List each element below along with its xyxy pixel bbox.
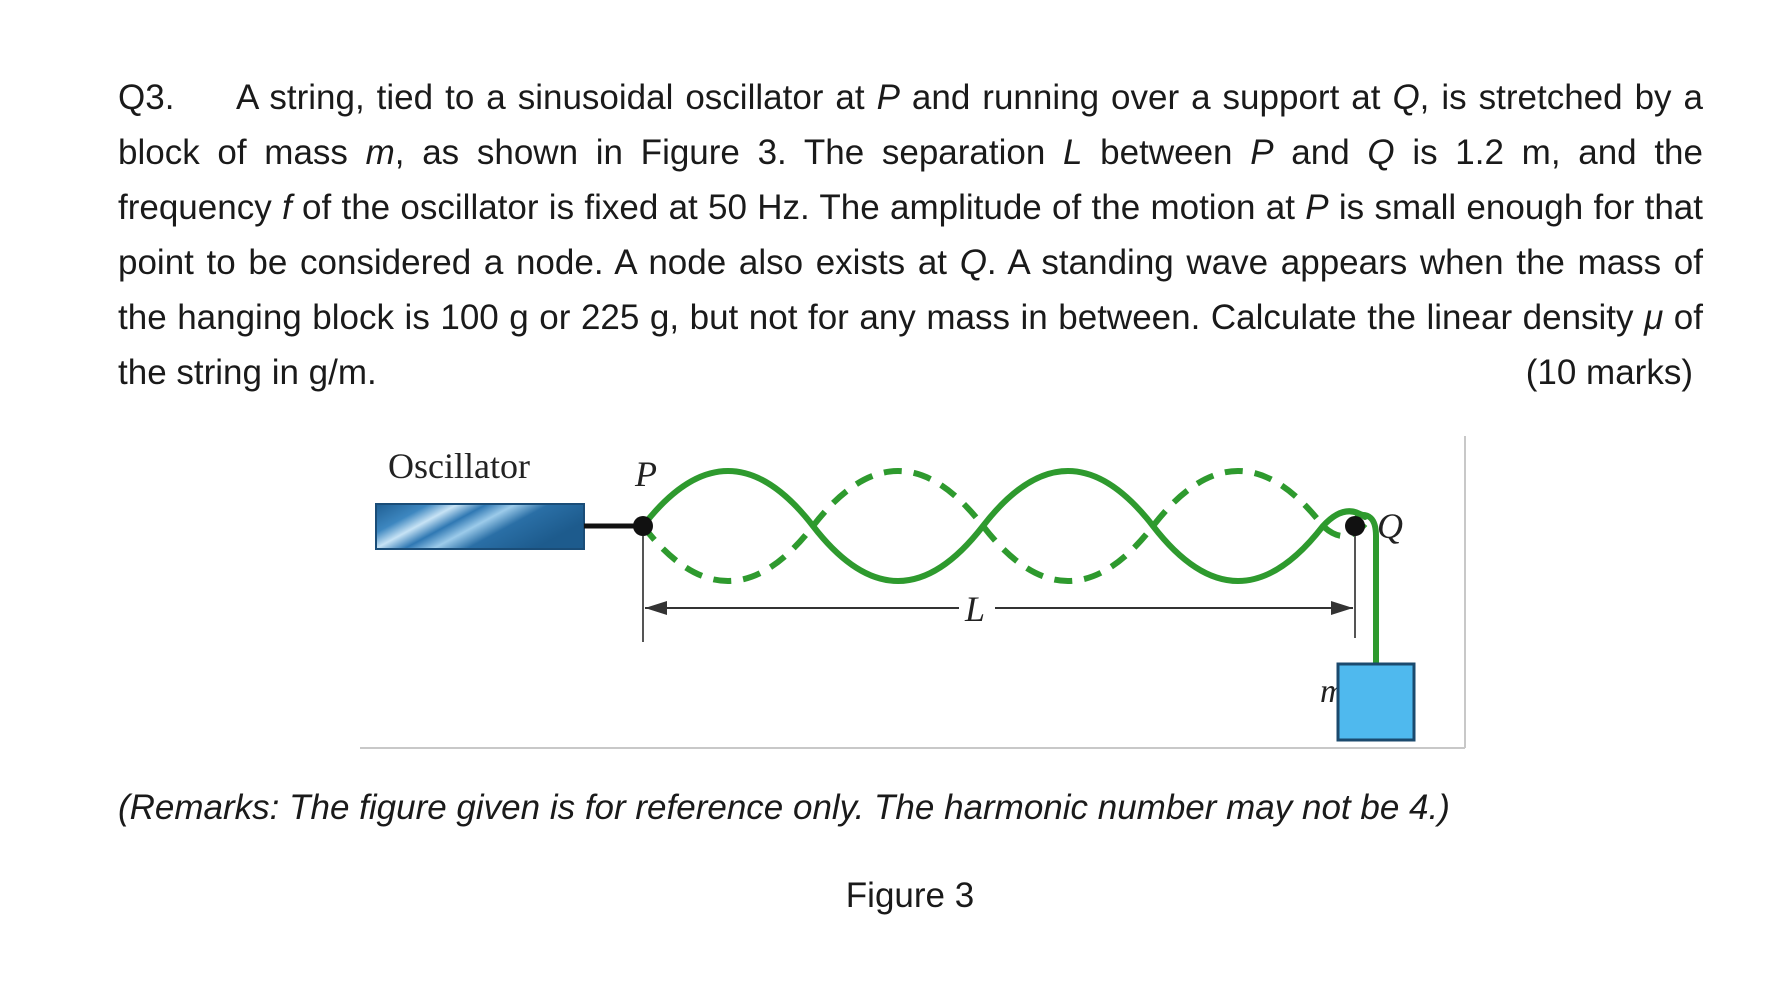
- variable-mu: μ: [1644, 298, 1664, 337]
- marks-label: (10 marks): [1525, 353, 1693, 392]
- question-text-segment: , is stretched by a block of mass: [118, 78, 1703, 172]
- node-p: [633, 516, 653, 536]
- question-text-segment: A string, tied to a sinusoidal oscillato…: [236, 78, 877, 117]
- oscillator-box: [375, 503, 585, 550]
- question-text-segment: is small enough for that point to be con…: [118, 188, 1703, 282]
- string-wave-solid: [640, 468, 1368, 584]
- hanging-block: [1336, 662, 1416, 742]
- question-paragraph: Q3. A string, tied to a sinusoidal oscill…: [118, 70, 1703, 400]
- node-q: [1345, 516, 1365, 536]
- figure-caption: Figure 3: [845, 876, 975, 915]
- variable-l: L: [1063, 133, 1083, 172]
- question-text-segment: , as shown in Figure 3. The separation: [394, 133, 1064, 172]
- question-text-segment: of the oscillator is fixed at 50 Hz. The…: [291, 188, 1306, 227]
- variable-m: m: [365, 133, 395, 172]
- point-p-label: P: [634, 454, 657, 494]
- question-text-segment: is 1.2 m, and the frequency: [118, 133, 1703, 227]
- oscillator-label: Oscillator: [388, 446, 530, 486]
- remarks-note: (Remarks: The figure given is for refere…: [118, 788, 1450, 827]
- question-number: Q3.: [118, 78, 175, 117]
- variable-p: P: [1250, 133, 1274, 172]
- hanging-string: [1354, 512, 1379, 664]
- standing-wave-figure: Oscillator P Q L m: [360, 436, 1466, 749]
- variable-p: P: [1305, 188, 1329, 227]
- question-text-segment: of the string in g/m.: [118, 298, 1703, 392]
- dimension-arrow-right: [1331, 601, 1353, 615]
- question-text-segment: and: [1273, 133, 1368, 172]
- question-text-segment: and running over a support at: [899, 78, 1393, 117]
- dimension-arrow-left: [645, 601, 667, 615]
- variable-q: Q: [1367, 133, 1395, 172]
- variable-q: Q: [1392, 78, 1420, 117]
- question-text-segment: . A standing wave appears when the mass …: [118, 243, 1704, 337]
- length-label: L: [964, 589, 985, 629]
- variable-f: f: [282, 188, 292, 227]
- variable-q: Q: [959, 243, 987, 282]
- question-text-segment: between: [1082, 133, 1251, 172]
- point-q-label: Q: [1377, 506, 1403, 546]
- string-wave-dashed: [640, 468, 1368, 584]
- variable-p: P: [876, 78, 900, 117]
